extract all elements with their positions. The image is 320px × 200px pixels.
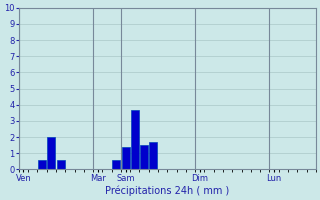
- Bar: [131, 110, 139, 169]
- Bar: [112, 160, 120, 169]
- Bar: [38, 160, 46, 169]
- Bar: [140, 145, 148, 169]
- Bar: [47, 137, 55, 169]
- X-axis label: Précipitations 24h ( mm ): Précipitations 24h ( mm ): [105, 185, 229, 196]
- Bar: [57, 160, 65, 169]
- Bar: [122, 147, 130, 169]
- Bar: [149, 142, 157, 169]
